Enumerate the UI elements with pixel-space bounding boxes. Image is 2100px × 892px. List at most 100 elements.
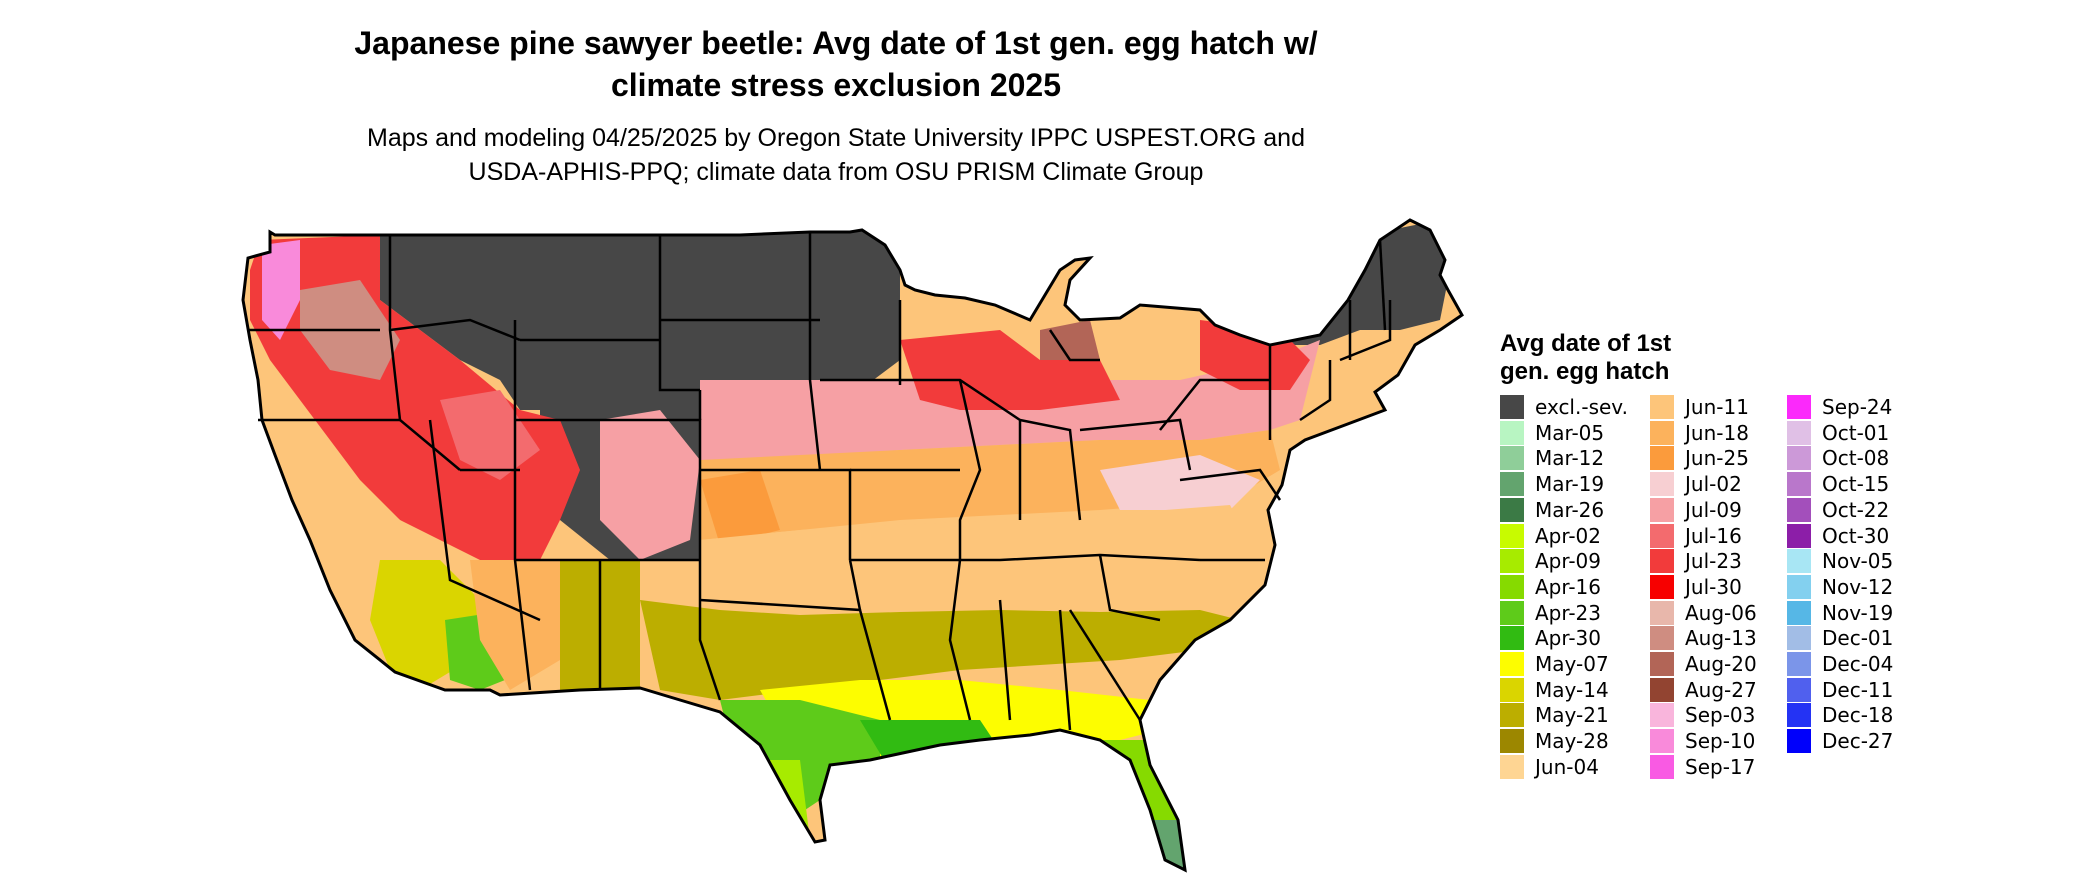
legend-label: Dec-27 xyxy=(1822,729,1894,754)
map-title: Japanese pine sawyer beetle: Avg date of… xyxy=(354,25,1318,103)
legend-label: Nov-19 xyxy=(1822,600,1894,625)
legend-item: May-14 xyxy=(1500,677,1609,703)
legend-label: Jul-23 xyxy=(1685,549,1742,574)
legend-label: Sep-17 xyxy=(1685,754,1756,779)
legend-item: Jul-09 xyxy=(1650,497,1742,523)
legend-swatch xyxy=(1787,652,1811,676)
legend-item: Aug-20 xyxy=(1650,651,1757,677)
legend-item: Sep-10 xyxy=(1650,728,1755,754)
legend: excl.-sev. Mar-05 Mar-12 Mar-19 Mar-26 Apr-02… xyxy=(1500,394,2000,794)
legend-label: Apr-30 xyxy=(1535,626,1601,651)
legend-label: Aug-27 xyxy=(1685,677,1757,702)
legend-swatch xyxy=(1787,626,1811,651)
legend-item: Mar-05 xyxy=(1500,420,1604,446)
legend-swatch xyxy=(1650,420,1674,445)
legend-label: Sep-24 xyxy=(1822,395,1893,419)
legend-swatch xyxy=(1650,626,1674,651)
legend-label: Oct-08 xyxy=(1822,446,1890,471)
legend-item: Jun-11 xyxy=(1650,394,1749,420)
legend-item: Jul-23 xyxy=(1650,548,1742,574)
legend-item: excl.-sev. xyxy=(1500,394,1628,420)
legend-item: Mar-26 xyxy=(1500,497,1604,523)
legend-swatch xyxy=(1650,549,1674,574)
legend-label: Jul-16 xyxy=(1685,523,1742,548)
legend-swatch xyxy=(1500,523,1524,548)
legend-label: Apr-16 xyxy=(1535,574,1601,599)
legend-swatch xyxy=(1650,395,1674,419)
legend-item: Aug-27 xyxy=(1650,677,1757,703)
legend-item: Oct-30 xyxy=(1787,523,1889,549)
legend-swatch xyxy=(1650,677,1674,702)
legend-swatch xyxy=(1650,600,1674,625)
legend-label: Mar-05 xyxy=(1535,420,1605,445)
legend-label: Oct-15 xyxy=(1822,472,1890,497)
legend-label: May-28 xyxy=(1535,729,1609,754)
legend-item: Aug-13 xyxy=(1650,625,1757,651)
legend-swatch xyxy=(1650,574,1674,599)
legend-label: Jun-18 xyxy=(1685,420,1749,445)
legend-item: May-28 xyxy=(1500,728,1609,754)
legend-swatch xyxy=(1650,703,1674,728)
legend-label: May-21 xyxy=(1535,703,1609,728)
legend-label: Dec-04 xyxy=(1822,652,1894,676)
legend-swatch xyxy=(1500,574,1524,599)
legend-item: Apr-30 xyxy=(1500,625,1601,651)
legend-item: Sep-24 xyxy=(1787,394,1892,420)
legend-item: Jun-04 xyxy=(1500,754,1599,780)
legend-label: Apr-02 xyxy=(1535,523,1601,548)
legend-item: Jun-25 xyxy=(1650,445,1749,471)
legend-swatch xyxy=(1650,523,1674,548)
legend-swatch xyxy=(1500,729,1524,754)
legend-item: Jul-02 xyxy=(1650,471,1742,497)
legend-label: excl.-sev. xyxy=(1535,395,1628,419)
map-subtitle: Maps and modeling 04/25/2025 by Oregon S… xyxy=(367,124,1305,186)
legend-label: Jul-02 xyxy=(1685,472,1742,497)
legend-swatch xyxy=(1787,574,1811,599)
legend-swatch xyxy=(1650,446,1674,471)
legend-label: Sep-03 xyxy=(1685,703,1756,728)
legend-item: Jul-30 xyxy=(1650,574,1742,600)
legend-item: Nov-19 xyxy=(1787,600,1893,626)
legend-label: Jun-04 xyxy=(1535,754,1599,779)
legend-label: Sep-10 xyxy=(1685,729,1756,754)
legend-label: Mar-12 xyxy=(1535,446,1605,471)
legend-item: Sep-03 xyxy=(1650,702,1755,728)
legend-item: Oct-22 xyxy=(1787,497,1889,523)
legend-swatch xyxy=(1650,472,1674,497)
legend-item: May-21 xyxy=(1500,702,1609,728)
legend-swatch xyxy=(1500,395,1524,419)
legend-label: Oct-22 xyxy=(1822,497,1890,522)
legend-swatch xyxy=(1787,523,1811,548)
legend-swatch xyxy=(1787,497,1811,522)
legend-item: Jul-16 xyxy=(1650,523,1742,549)
legend-label: Dec-01 xyxy=(1822,626,1894,651)
legend-item: Apr-09 xyxy=(1500,548,1601,574)
legend-label: Aug-20 xyxy=(1685,652,1757,676)
legend-item: Oct-15 xyxy=(1787,471,1889,497)
legend-item: Apr-23 xyxy=(1500,600,1601,626)
legend-item: Dec-11 xyxy=(1787,677,1893,703)
legend-item: Dec-01 xyxy=(1787,625,1893,651)
legend-item: Nov-12 xyxy=(1787,574,1893,600)
legend-label: Mar-19 xyxy=(1535,472,1605,497)
legend-item: Mar-19 xyxy=(1500,471,1604,497)
legend-swatch xyxy=(1500,652,1524,676)
legend-label: Nov-12 xyxy=(1822,574,1894,599)
legend-swatch xyxy=(1787,729,1811,754)
legend-label: Aug-06 xyxy=(1685,600,1757,625)
legend-swatch xyxy=(1500,420,1524,445)
legend-label: Jun-25 xyxy=(1685,446,1749,471)
legend-item: Apr-02 xyxy=(1500,523,1601,549)
legend-swatch xyxy=(1787,549,1811,574)
legend-swatch xyxy=(1500,497,1524,522)
us-map xyxy=(241,218,1464,873)
legend-label: May-14 xyxy=(1535,677,1609,702)
legend-swatch xyxy=(1787,420,1811,445)
legend-label: May-07 xyxy=(1535,652,1609,676)
legend-swatch xyxy=(1787,446,1811,471)
legend-label: Jul-09 xyxy=(1685,497,1742,522)
legend-item: Jun-18 xyxy=(1650,420,1749,446)
legend-swatch xyxy=(1500,446,1524,471)
legend-item: Dec-27 xyxy=(1787,728,1893,754)
legend-title: Avg date of 1st gen. egg hatch xyxy=(1500,330,1672,385)
